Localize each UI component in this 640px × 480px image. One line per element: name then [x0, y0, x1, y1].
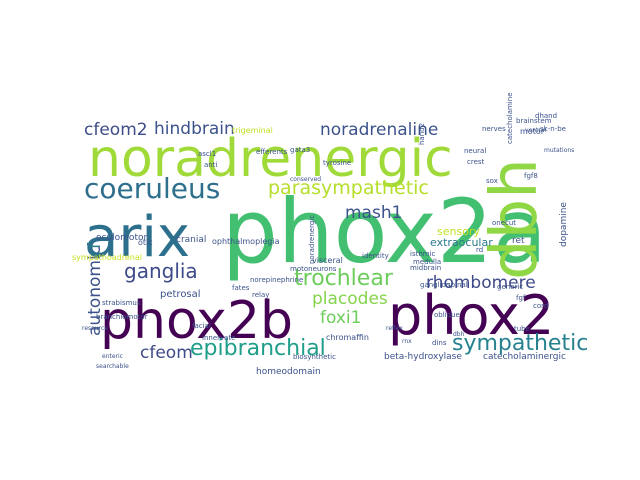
word-reflex: reflex: [386, 325, 403, 332]
word-noradrenergic: noradrenergic: [308, 215, 316, 264]
word-otic: otic: [138, 238, 153, 247]
word-biosynthetic: biosynthetic: [293, 353, 336, 361]
word-generic: generic: [497, 283, 523, 291]
word-midbrain: midbrain: [410, 264, 441, 272]
word-fgf8: fgf8: [524, 172, 538, 180]
word-oblique: oblique: [434, 311, 460, 319]
word-chromaffin: chromaffin: [326, 333, 369, 342]
word-fgf: fgf: [516, 294, 526, 302]
word-mutations: mutations: [544, 147, 574, 154]
word-strabismus: strabismus: [102, 299, 141, 307]
word-branchiomotor: branchiomotor: [96, 313, 148, 321]
word-neural: neural: [464, 147, 486, 155]
word-innervate: innervate: [202, 334, 236, 342]
word-ventral: ventral: [525, 127, 547, 134]
word-cfeom: cfeom: [140, 343, 193, 363]
word-epibranchial: epibranchial: [190, 336, 326, 361]
word-tyrosine: tyrosine: [323, 159, 351, 167]
word-norepinephrine: norepinephrine: [250, 276, 303, 284]
word-fates: fates: [232, 284, 250, 292]
word-homeodomain: homeodomain: [256, 367, 321, 377]
word-enteric: enteric: [102, 353, 123, 360]
word-medulla: medulla: [413, 258, 441, 266]
word-sympathoadrenal: sympathoadrenal: [72, 253, 142, 262]
word-cfeom2: cfeom2: [84, 120, 148, 140]
word-ascl1: ascl1: [198, 150, 216, 158]
word-searchable: searchable: [96, 363, 129, 370]
word-facial: facial: [192, 322, 211, 330]
word-rd: rd: [476, 246, 483, 254]
word-gata3: gata3: [290, 146, 310, 154]
word-rf: rf: [85, 242, 105, 256]
word-extraocular: extraocular: [430, 236, 493, 249]
word-cranial: cranial: [176, 235, 206, 245]
word-anti: anti: [204, 161, 217, 169]
word-phox2: phox2: [388, 284, 554, 347]
word-catecholamine: catecholamine: [506, 93, 514, 145]
word-beta-hydroxylase: beta-hydroxylase: [384, 352, 462, 362]
word-isthmic: isthmic: [410, 250, 436, 258]
word-brainstem: brainstem: [516, 117, 552, 125]
word-phox2a: phox2a: [222, 180, 547, 283]
word-rhombomere: rhombomere: [426, 273, 536, 293]
word-trigeminal: trigeminal: [232, 126, 273, 135]
word-dbh: dbh: [478, 158, 552, 280]
word-hand2: hand2: [418, 123, 426, 145]
word-dhand: dhand: [535, 112, 557, 120]
word-relay: relay: [252, 291, 269, 299]
word-tube: tube: [514, 325, 530, 333]
word-catecholaminergic: catecholaminergic: [483, 352, 566, 362]
word-efferents: efferents: [256, 148, 288, 156]
word-parasympathetic: parasympathetic: [268, 177, 429, 199]
word-phox2b: phox2b: [100, 291, 293, 351]
word-ganglion: ganglion: [420, 281, 450, 289]
word-ophthalmoplegia: ophthalmoplegia: [212, 237, 280, 246]
word-dins: dins: [432, 339, 447, 347]
word-conserved: conserved: [290, 176, 321, 183]
word-sk-n-be: sk-n-be: [540, 125, 566, 133]
word-ganglia: ganglia: [124, 259, 198, 283]
word-visceral: visceral: [312, 256, 343, 265]
word-hindbrain: hindbrain: [154, 119, 235, 139]
word-motor: motor: [520, 127, 545, 136]
word-coeruleus: coeruleus: [84, 172, 220, 205]
word-identity: identity: [362, 252, 389, 260]
word-sox: sox: [486, 177, 498, 185]
word-resource: resource: [82, 325, 108, 332]
word-spinal: spinal: [447, 281, 468, 289]
word-rnx: rnx: [402, 338, 412, 345]
word-oculomotor: oculomotor: [96, 233, 147, 243]
word-sensory: sensory: [437, 225, 480, 238]
word-nerves: nerves: [482, 125, 506, 133]
word-trochlear: trochlear: [294, 266, 394, 291]
word-autonomic: autonomic: [85, 246, 105, 336]
word-placodes: placodes: [312, 289, 388, 309]
word-onecut: onecut: [492, 219, 516, 227]
word-noradrenaline: noradrenaline: [320, 120, 438, 140]
word-motoneurons: motoneurons: [290, 265, 337, 273]
word-arix: arix: [84, 205, 190, 270]
word-noradrenergic: noradrenergic: [88, 129, 453, 189]
word-mash1: mash1: [345, 203, 402, 223]
word-petrosal: petrosal: [160, 289, 201, 300]
word-ret: ret: [512, 236, 525, 246]
word-cord: cord: [533, 302, 548, 310]
word-sympathetic: sympathetic: [452, 331, 588, 356]
word-dbh: dbh: [453, 331, 465, 338]
word-foxi1: foxi1: [320, 308, 361, 328]
word-crest: crest: [467, 158, 485, 166]
word-dopamine: dopamine: [559, 202, 569, 247]
